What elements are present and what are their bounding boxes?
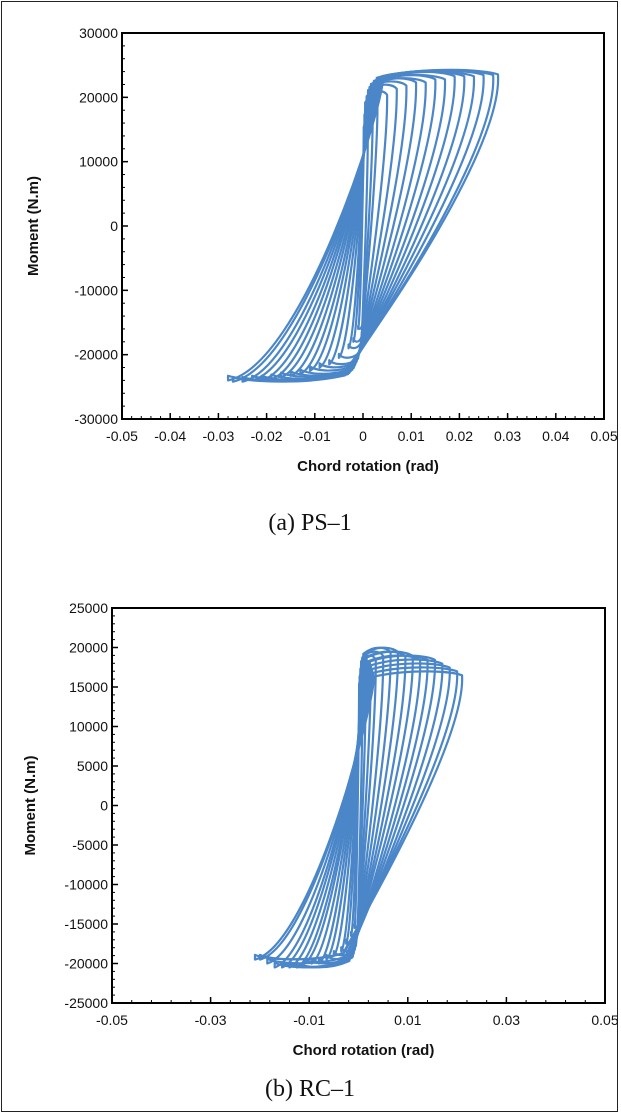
x-tick-label: 0.01 (398, 428, 425, 444)
y-tick-label: -20000 (74, 347, 118, 363)
x-tick-label: 0.05 (591, 1012, 618, 1028)
y-tick-label: 5000 (77, 758, 108, 774)
y-tick-label: 30000 (79, 25, 118, 41)
x-tick-label: 0.04 (542, 428, 569, 444)
caption-rc1: (b) RC–1 (265, 1076, 355, 1102)
x-tick-label: -0.04 (154, 428, 186, 444)
y-tick-label: -10000 (64, 877, 108, 893)
y-tick-label: -20000 (64, 956, 108, 972)
x-tick-label: -0.03 (202, 428, 234, 444)
hysteresis-loop (226, 68, 500, 382)
y-tick-label: 0 (110, 218, 118, 234)
hysteresis-loop (273, 658, 444, 969)
x-tick-label: -0.01 (293, 1012, 325, 1028)
chart-ps1: (a) PS–1 30000 20000 10000 0 -10000 -20000 -30… (25, 25, 618, 536)
hysteresis-series (253, 646, 464, 969)
y-tick-label: -25000 (64, 995, 108, 1011)
y-tick-label: 25000 (69, 600, 108, 616)
x-tick-label: 0.05 (590, 428, 617, 444)
caption-ps1: (a) PS–1 (268, 510, 351, 536)
x-axis-title: Chord rotation (rad) (297, 458, 439, 475)
chart-rc1: (b) RC–1 25000 20000 15000 10000 5000 0 -5000 -… (22, 600, 619, 1102)
y-axis-title: Moment (N.m) (22, 756, 39, 856)
x-tick-label: 0.01 (394, 1012, 421, 1028)
x-tick-label: 0.03 (494, 428, 521, 444)
x-tick-label: -0.02 (251, 428, 283, 444)
x-tick-label: -0.05 (106, 428, 138, 444)
y-tick-label: -5000 (72, 837, 108, 853)
y-tick-label: 20000 (69, 640, 108, 656)
x-tick-label: -0.03 (195, 1012, 227, 1028)
y-axis-title: Moment (N.m) (25, 176, 42, 276)
y-tick-label: 20000 (79, 89, 118, 105)
x-tick-label: -0.05 (96, 1012, 128, 1028)
x-tick-label: 0.02 (446, 428, 473, 444)
y-tick-label: 15000 (69, 679, 108, 695)
hysteresis-loop (266, 662, 451, 965)
x-axis-title: Chord rotation (rad) (293, 1042, 435, 1059)
y-tick-label: -15000 (64, 916, 108, 932)
y-tick-label: 10000 (79, 154, 118, 170)
hysteresis-series (226, 68, 500, 383)
x-tick-label: -0.01 (299, 428, 331, 444)
hysteresis-loop (253, 670, 464, 961)
y-tick-label: 10000 (69, 719, 108, 735)
x-tick-label: 0.03 (493, 1012, 520, 1028)
y-tick-label: 0 (100, 798, 108, 814)
x-tick-label: 0 (359, 428, 367, 444)
y-tick-label: -30000 (74, 411, 118, 427)
y-tick-label: -10000 (74, 282, 118, 298)
